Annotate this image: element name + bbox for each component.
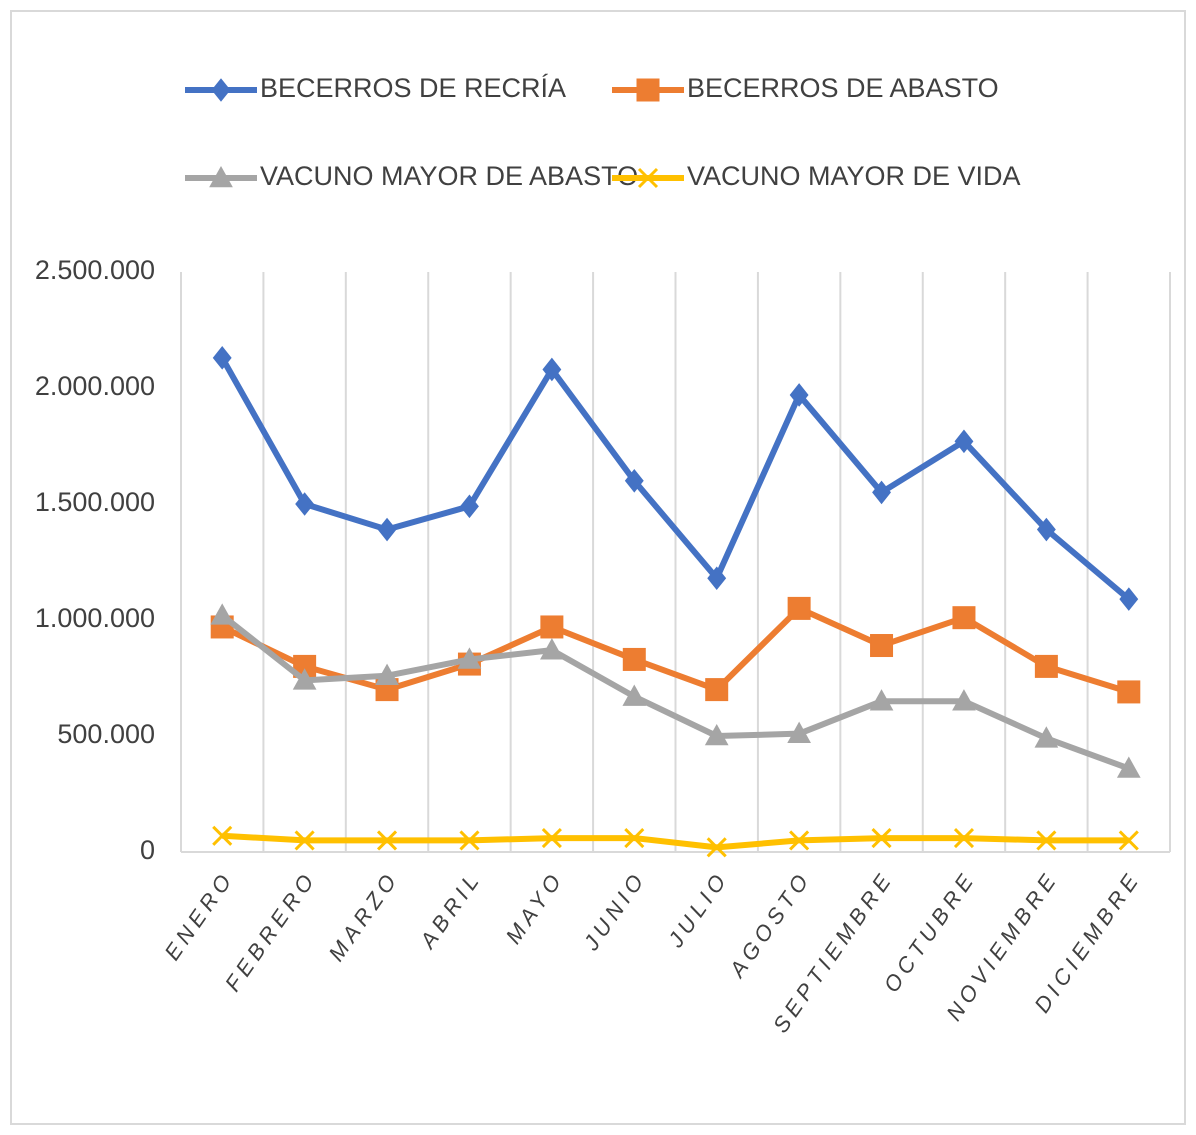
legend-label: VACUNO MAYOR DE ABASTO [260,161,638,191]
legend-item: BECERROS DE RECRÍA [185,73,566,103]
marker [706,837,727,858]
marker [637,167,659,189]
marker [1036,830,1057,851]
marker [1116,756,1141,778]
marker [295,492,315,516]
y-tick-label: 500.000 [57,719,155,749]
marker [787,721,811,743]
marker [292,668,317,690]
marker [869,689,894,711]
marker [871,828,892,849]
y-tick-label: 2.000.000 [35,371,155,401]
marker [1118,830,1139,851]
marker [954,429,974,454]
marker [1117,680,1141,704]
series [212,346,1139,611]
marker [211,78,231,102]
series-line [222,832,1129,851]
legend-item: VACUNO MAYOR DE VIDA [612,161,1021,191]
marker [376,830,398,851]
marker [787,596,811,620]
marker [704,723,729,746]
marker [789,830,810,851]
marker [460,494,479,519]
marker [953,828,975,849]
marker [377,517,397,542]
marker [457,647,482,669]
y-tick-label: 0 [140,835,155,865]
series [212,825,1139,858]
marker [212,346,232,370]
marker [870,634,894,658]
legend-item: BECERROS DE ABASTO [612,73,999,103]
marker [209,165,233,188]
marker [1036,517,1056,542]
marker [542,357,562,382]
y-tick-label: 1.000.000 [35,603,155,633]
legend-label: BECERROS DE RECRÍA [260,73,566,103]
series-line [220,613,1130,772]
marker [789,383,809,407]
y-tick-label: 1.500.000 [35,487,155,517]
series-line [219,356,1131,602]
marker [872,480,891,505]
marker [540,638,564,660]
marker [294,830,315,851]
y-tick-label: 2.500.000 [35,255,155,285]
marker [622,647,646,671]
series-line [220,605,1130,695]
legend-label: VACUNO MAYOR DE VIDA [687,161,1021,191]
marker [1119,587,1139,611]
marker [624,468,644,493]
marker [1034,726,1059,748]
marker [624,828,645,849]
legend-item: VACUNO MAYOR DE ABASTO [185,161,638,191]
marker [210,603,235,625]
series [210,603,1141,778]
marker [952,689,976,711]
marker [541,828,562,849]
marker [1034,654,1058,678]
marker [622,684,647,706]
legend-label: BECERROS DE ABASTO [687,73,999,103]
marker [952,606,976,630]
marker [705,678,729,702]
chart-frame [10,10,1186,1125]
marker [459,830,480,851]
marker [707,566,727,591]
marker [212,825,233,846]
marker [636,78,660,102]
marker [540,615,564,639]
marker [375,663,399,685]
